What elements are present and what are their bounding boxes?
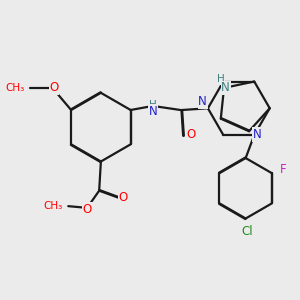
Text: F: F (280, 163, 286, 176)
Text: CH₃: CH₃ (44, 201, 63, 211)
Text: N: N (221, 81, 230, 94)
Text: O: O (118, 191, 128, 204)
Text: H: H (149, 100, 157, 110)
Text: Cl: Cl (242, 225, 253, 238)
Text: O: O (82, 203, 92, 216)
Text: N: N (148, 105, 157, 118)
Text: CH₃: CH₃ (5, 83, 25, 93)
Text: H: H (217, 74, 224, 84)
Text: O: O (49, 81, 58, 94)
Text: N: N (253, 128, 262, 141)
Text: O: O (186, 128, 195, 140)
Text: N: N (198, 95, 207, 108)
